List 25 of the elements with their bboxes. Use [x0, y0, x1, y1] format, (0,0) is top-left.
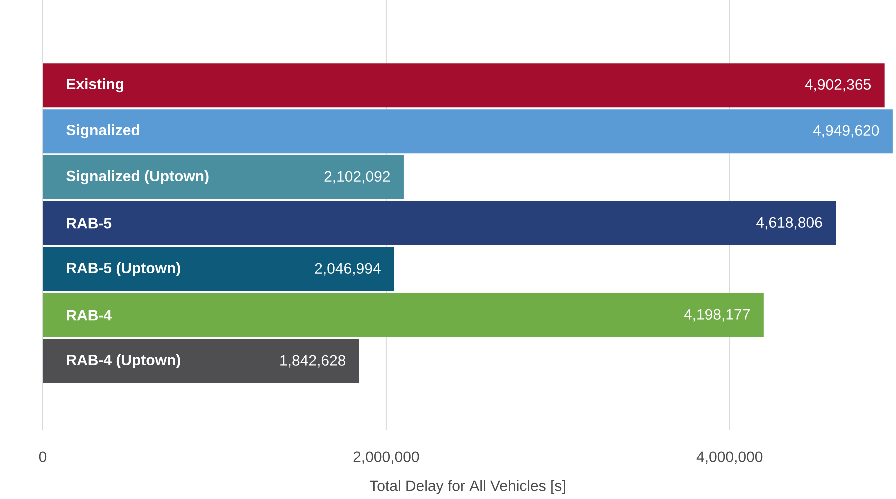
- bar: [43, 201, 836, 246]
- y-tick-label: RAB-5 (Uptown): [67, 262, 180, 276]
- x-tick-label: 4,000,000: [696, 452, 763, 464]
- bar: [43, 63, 885, 108]
- data-label: 2,102,092: [324, 171, 390, 184]
- x-tick-label: 2,000,000: [354, 452, 420, 464]
- y-tick-label: RAB-4: [67, 310, 112, 321]
- y-tick-label: Existing: [67, 78, 124, 92]
- data-label: 1,842,628: [280, 355, 346, 368]
- bar: [43, 155, 404, 200]
- data-label: 4,198,177: [684, 309, 750, 322]
- y-tick-label: RAB-4 (Uptown): [67, 354, 180, 368]
- y-tick-label: Signalized: [66, 124, 140, 138]
- data-label: 4,949,620: [813, 125, 880, 138]
- y-tick-label: RAB-5: [67, 218, 112, 229]
- bar: [43, 247, 395, 292]
- bar: [43, 109, 893, 154]
- data-label: 4,618,806: [756, 217, 822, 230]
- data-label: 2,046,994: [315, 263, 381, 276]
- y-tick-label: Signalized (Uptown): [66, 170, 209, 184]
- x-tick-label: 0: [39, 452, 47, 462]
- x-axis-title: Total Delay for All Vehicles [s]: [370, 480, 566, 494]
- data-label: 4,902,365: [805, 79, 871, 92]
- bar: [43, 339, 360, 384]
- bar: [43, 293, 764, 338]
